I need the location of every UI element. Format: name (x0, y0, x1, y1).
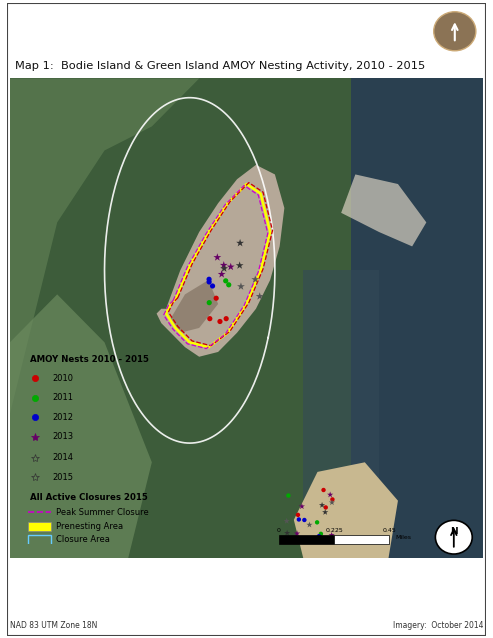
Point (294, 510, 302, 520)
Point (306, 520, 314, 530)
Text: Imagery:  October 2014: Imagery: October 2014 (392, 621, 483, 630)
Polygon shape (171, 280, 218, 333)
Circle shape (434, 11, 476, 51)
Point (284, 491, 292, 501)
Polygon shape (341, 174, 426, 246)
Text: 0.225: 0.225 (325, 528, 343, 533)
Point (236, 238, 244, 248)
Point (220, 260, 228, 271)
Text: 0.45: 0.45 (382, 528, 396, 533)
Text: Map 1:  Bodie Island & Green Island AMOY Nesting Activity, 2010 - 2015: Map 1: Bodie Island & Green Island AMOY … (15, 61, 425, 71)
Point (216, 316, 224, 327)
Point (313, 517, 321, 528)
Text: 2012: 2012 (53, 413, 74, 422)
Point (205, 277, 213, 287)
Point (218, 269, 226, 279)
Point (293, 528, 301, 538)
Point (206, 313, 214, 323)
FancyBboxPatch shape (28, 522, 51, 531)
Point (326, 489, 334, 500)
Point (295, 514, 303, 524)
Text: Cape Hatteras National Seashore: Cape Hatteras National Seashore (19, 20, 189, 29)
Point (222, 276, 230, 286)
Point (322, 502, 330, 512)
Text: U.S. Department of the Interior: U.S. Department of the Interior (294, 41, 454, 50)
Point (209, 281, 216, 291)
Polygon shape (10, 294, 152, 558)
Point (317, 529, 325, 539)
Text: N: N (450, 528, 458, 537)
Point (225, 279, 233, 290)
Polygon shape (157, 165, 284, 357)
Point (321, 507, 329, 517)
Text: NAD 83 UTM Zone 18N: NAD 83 UTM Zone 18N (10, 621, 97, 630)
Text: Closure Area: Closure Area (56, 535, 110, 544)
Point (283, 528, 291, 538)
Bar (334, 535, 389, 544)
Point (222, 313, 230, 323)
Point (237, 281, 245, 292)
Text: North Carolina: North Carolina (19, 41, 94, 50)
Text: National Park Service: National Park Service (294, 20, 404, 29)
Text: 2014: 2014 (53, 454, 74, 463)
Point (328, 530, 336, 540)
Point (300, 515, 308, 525)
Point (328, 498, 336, 508)
Text: 2011: 2011 (53, 393, 74, 402)
Point (212, 293, 220, 303)
Point (213, 252, 221, 262)
Point (319, 485, 327, 495)
Text: Miles: Miles (395, 535, 412, 540)
Polygon shape (294, 463, 398, 558)
Text: AMOY Nests 2010 - 2015: AMOY Nests 2010 - 2015 (30, 355, 148, 364)
Point (298, 501, 306, 512)
Circle shape (435, 521, 472, 554)
Text: 2013: 2013 (53, 432, 74, 441)
Point (205, 274, 213, 285)
Point (220, 263, 228, 274)
Polygon shape (303, 271, 379, 558)
Point (318, 500, 326, 510)
Text: Peak Summer Closure: Peak Summer Closure (56, 508, 149, 517)
Text: 2015: 2015 (53, 473, 74, 482)
Text: 0: 0 (277, 528, 281, 533)
Point (205, 297, 213, 308)
Point (315, 531, 323, 541)
Polygon shape (351, 78, 483, 558)
Point (236, 260, 244, 271)
Bar (279, 535, 334, 544)
Polygon shape (10, 78, 199, 414)
Point (256, 292, 264, 302)
Point (227, 262, 235, 272)
Text: Prenesting Area: Prenesting Area (56, 521, 123, 531)
Point (283, 516, 291, 526)
Text: All Active Closures 2015: All Active Closures 2015 (30, 493, 147, 502)
Point (251, 274, 259, 285)
Point (328, 494, 336, 505)
Text: 2010: 2010 (53, 374, 74, 383)
